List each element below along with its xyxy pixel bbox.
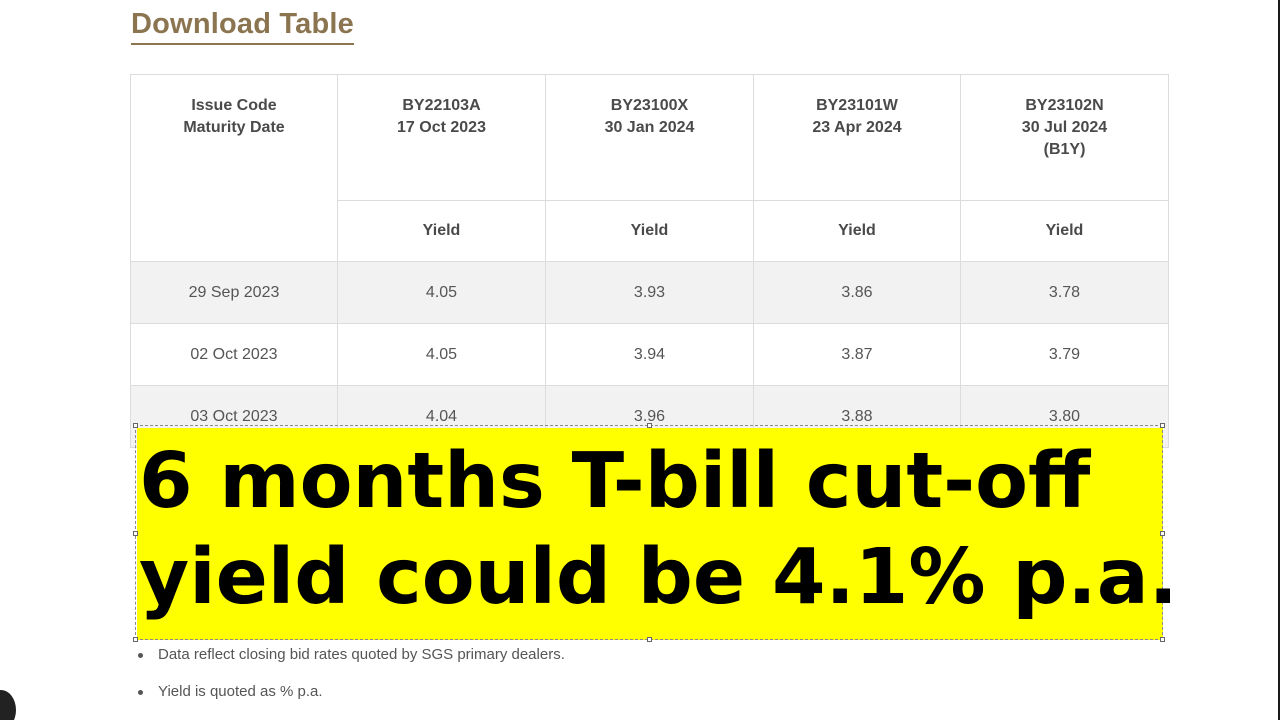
resize-handle-middle-left[interactable] <box>133 531 138 536</box>
resize-handle-top-middle[interactable] <box>647 423 652 428</box>
yield-header: Yield <box>753 200 961 262</box>
maturity-date: 17 Oct 2023 <box>397 119 486 136</box>
notes-list: Data reflect closing bid rates quoted by… <box>138 645 565 719</box>
yield-cell: 3.79 <box>960 323 1169 386</box>
row-date: 02 Oct 2023 <box>130 323 338 386</box>
issue-code: BY23102N <box>1025 97 1104 114</box>
maturity-date: 30 Jul 2024 <box>1021 119 1108 136</box>
column-header-by22103a: BY22103A 17 Oct 2023 <box>337 74 546 201</box>
resize-handle-bottom-middle[interactable] <box>647 637 652 642</box>
yield-cell: 3.78 <box>960 261 1169 324</box>
window-edge <box>1278 0 1280 720</box>
corner-shadow <box>0 690 16 720</box>
list-item: Data reflect closing bid rates quoted by… <box>138 645 565 682</box>
yield-header: Yield <box>545 200 754 262</box>
headline-banner <box>137 428 1163 640</box>
row-date: 29 Sep 2023 <box>130 261 338 324</box>
yield-header: Yield <box>337 200 546 262</box>
yield-cell: 4.05 <box>337 323 546 386</box>
table-row: 29 Sep 2023 4.05 3.93 3.86 3.78 <box>130 261 1169 324</box>
yield-table: Issue Code Maturity Date BY22103A 17 Oct… <box>130 74 1169 448</box>
column-header-by23100x: BY23100X 30 Jan 2024 <box>545 74 754 201</box>
headline-text: 6 months T-bill cut-off yield could be 4… <box>139 434 1178 626</box>
headline-line-1: 6 months T-bill cut-off <box>139 437 1091 526</box>
yield-cell: 3.94 <box>545 323 754 386</box>
yield-cell: 4.05 <box>337 261 546 324</box>
maturity-date-label: Maturity Date <box>183 119 285 136</box>
maturity-date: 23 Apr 2024 <box>812 119 902 136</box>
column-header-by23102n: BY23102N 30 Jul 2024 (B1Y) <box>960 74 1169 201</box>
issue-code: BY23100X <box>610 97 689 114</box>
yield-cell: 3.86 <box>753 261 961 324</box>
resize-handle-middle-right[interactable] <box>1160 531 1165 536</box>
table-row: 02 Oct 2023 4.05 3.94 3.87 3.79 <box>130 323 1169 386</box>
maturity-date: 30 Jan 2024 <box>604 119 695 136</box>
resize-handle-top-right[interactable] <box>1160 423 1165 428</box>
benchmark-tag: (B1Y) <box>1043 141 1086 158</box>
download-table-link[interactable]: Download Table <box>131 8 354 45</box>
issue-code-label: Issue Code <box>191 97 277 114</box>
headline-line-2: yield could be 4.1% p.a. <box>139 533 1178 622</box>
yield-cell: 3.87 <box>753 323 961 386</box>
table-header-row: Issue Code Maturity Date BY22103A 17 Oct… <box>130 74 1169 262</box>
resize-handle-bottom-left[interactable] <box>133 637 138 642</box>
resize-handle-top-left[interactable] <box>133 423 138 428</box>
issue-code-header: Issue Code Maturity Date <box>130 74 338 262</box>
resize-handle-bottom-right[interactable] <box>1160 637 1165 642</box>
list-item: Yield is quoted as % p.a. <box>138 682 565 719</box>
table-subheader-row: Yield Yield Yield Yield <box>131 200 1169 262</box>
yield-cell: 3.93 <box>545 261 754 324</box>
yield-header: Yield <box>960 200 1169 262</box>
column-header-by23101w: BY23101W 23 Apr 2024 <box>753 74 961 201</box>
issue-code: BY23101W <box>816 97 898 114</box>
issue-code: BY22103A <box>402 97 481 114</box>
